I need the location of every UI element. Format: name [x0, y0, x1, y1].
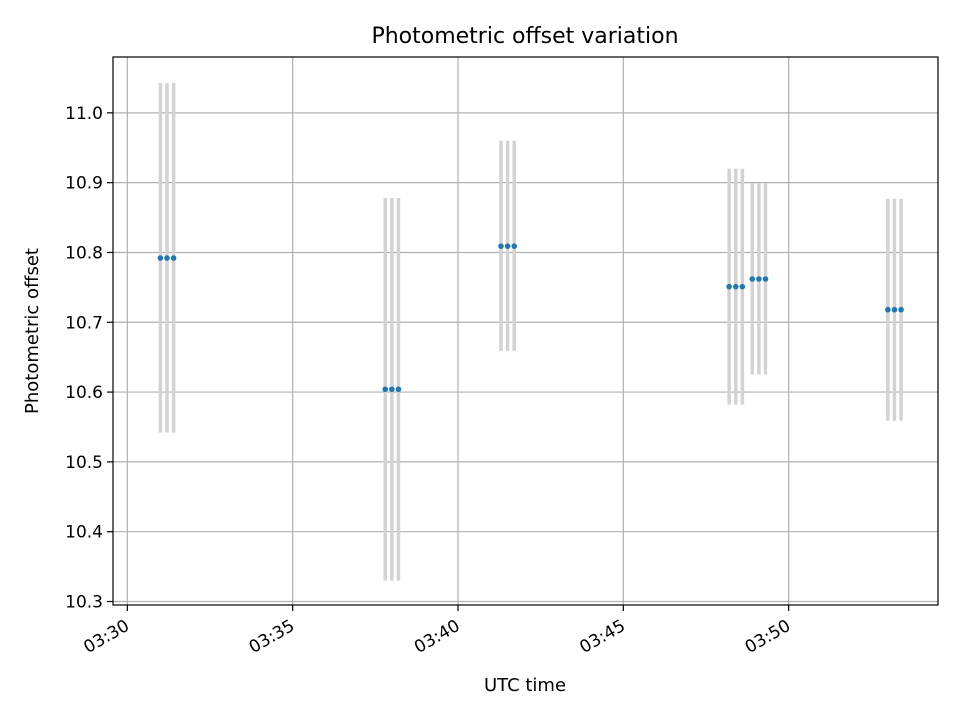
- data-point: [498, 243, 504, 249]
- data-point: [732, 283, 739, 290]
- y-tick-label: 10.6: [65, 383, 103, 403]
- y-tick-label: 10.5: [65, 453, 103, 473]
- data-point: [739, 283, 746, 290]
- y-tick-label: 10.8: [65, 243, 103, 263]
- data-point: [170, 255, 177, 261]
- data-point: [395, 386, 402, 393]
- data-point: [885, 306, 891, 313]
- data-point: [749, 276, 756, 282]
- data-point: [382, 386, 389, 393]
- data-point: [511, 243, 518, 249]
- marker-layer: [157, 243, 904, 393]
- data-point: [164, 255, 170, 261]
- y-tick-label: 10.3: [65, 593, 103, 613]
- y-tick-label: 10.7: [65, 313, 103, 333]
- y-axis-label: Photometric offset: [22, 248, 43, 414]
- grid-layer: [113, 57, 938, 605]
- data-point: [891, 306, 898, 313]
- data-point: [762, 276, 769, 282]
- y-tick-label: 10.9: [65, 174, 103, 194]
- y-tick-label: 10.4: [65, 523, 103, 543]
- y-tick-layer: 10.3 10.4 10.5 10.6 10.7 10.8 10.9 11.0: [65, 104, 113, 613]
- plot-frame: [112, 56, 939, 606]
- data-point: [756, 276, 762, 282]
- chart-title: Photometric offset variation: [371, 24, 678, 49]
- data-point: [389, 386, 395, 393]
- data-point: [504, 243, 511, 249]
- data-point: [157, 255, 164, 261]
- y-tick-label: 11.0: [65, 104, 103, 124]
- data-point: [726, 283, 732, 290]
- data-point: [898, 306, 904, 313]
- x-axis-label: UTC time: [484, 675, 566, 696]
